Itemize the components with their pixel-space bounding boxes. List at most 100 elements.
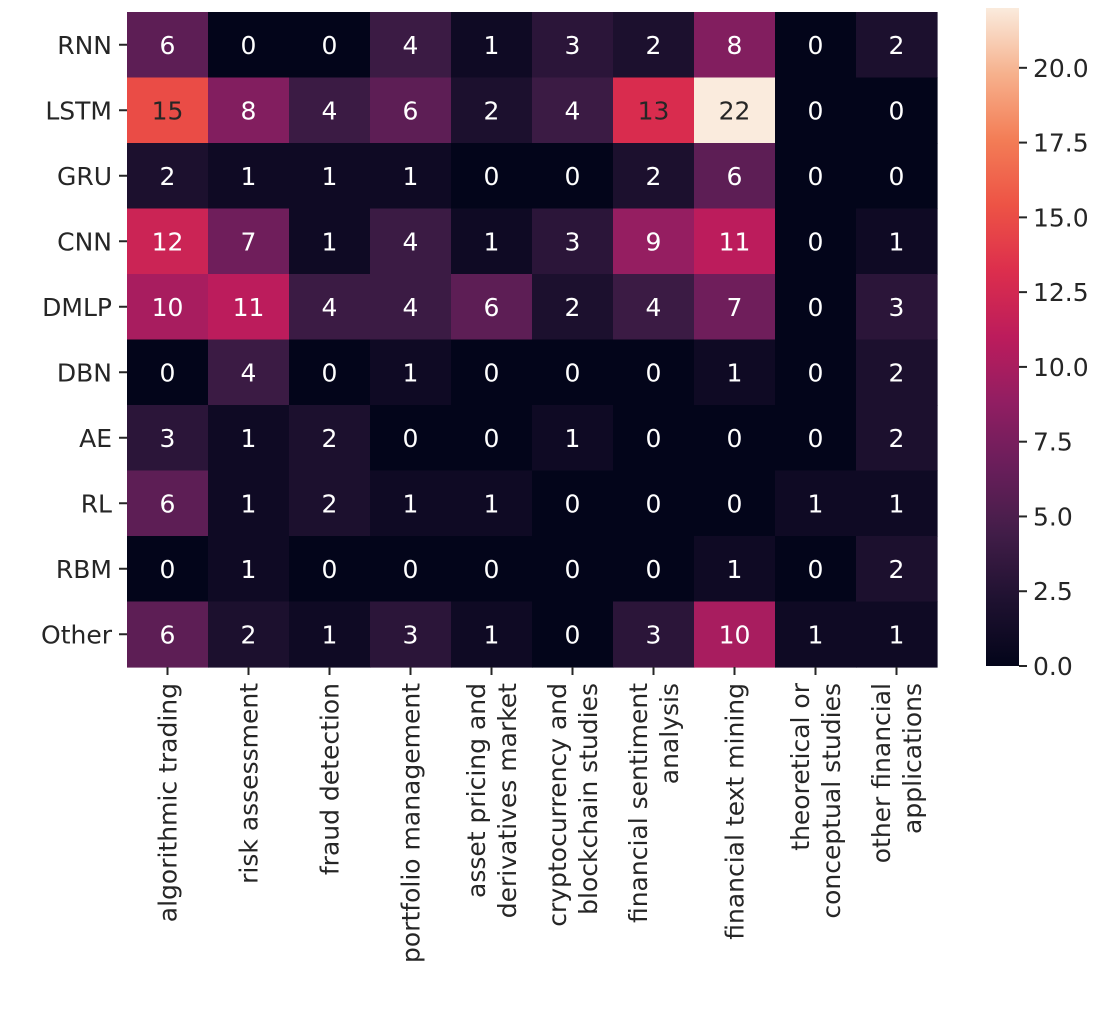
heatmap-cell — [451, 143, 533, 210]
heatmap-cell — [208, 339, 290, 406]
cell-value-label: 0 — [808, 31, 824, 60]
row-tick-label: LSTM — [45, 96, 112, 125]
heatmap-cell — [127, 12, 209, 79]
heatmap-cell — [289, 143, 371, 210]
heatmap-cell — [532, 143, 614, 210]
heatmap-cell — [208, 536, 290, 603]
cell-value-label: 6 — [484, 293, 500, 322]
cell-value-label: 12 — [152, 227, 184, 256]
colorbar-tick-label: 20.0 — [1033, 54, 1089, 83]
column-tick-label: other financial applications — [867, 683, 927, 863]
cell-value-label: 4 — [322, 96, 338, 125]
heatmap-cell — [532, 470, 614, 537]
cell-value-label: 1 — [565, 424, 581, 453]
cell-value-label: 1 — [727, 555, 743, 584]
row-tick-label: AE — [79, 424, 112, 453]
cell-value-label: 9 — [646, 227, 662, 256]
cell-value-label: 1 — [889, 489, 905, 518]
column-tick-label: algorithmic trading — [154, 683, 183, 922]
colorbar-tick-label: 17.5 — [1033, 129, 1089, 158]
heatmap-cell — [289, 208, 371, 275]
column-tick-label-line: cryptocurrency and — [543, 683, 572, 927]
heatmap-cell — [127, 536, 209, 603]
heatmap-cell — [856, 143, 938, 210]
cell-value-label: 1 — [484, 620, 500, 649]
cell-value-label: 10 — [719, 620, 751, 649]
cell-value-label: 8 — [727, 31, 743, 60]
heatmap-cell — [694, 208, 776, 275]
cell-value-label: 0 — [565, 358, 581, 387]
heatmap-cell — [208, 77, 290, 144]
cell-value-label: 0 — [160, 358, 176, 387]
cell-value-label: 1 — [484, 31, 500, 60]
colorbar-gradient — [986, 8, 1019, 666]
heatmap-cell — [208, 405, 290, 472]
cell-value-label: 1 — [403, 489, 419, 518]
cell-value-label: 1 — [808, 620, 824, 649]
row-tick-label: RBM — [56, 555, 112, 584]
heatmap-cell — [289, 405, 371, 472]
row-tick-label: RL — [81, 489, 112, 518]
heatmap-cell — [370, 339, 452, 406]
cell-value-label: 1 — [241, 555, 257, 584]
heatmap-cell — [451, 470, 533, 537]
heatmap-cell — [613, 536, 695, 603]
heatmap-cell — [289, 12, 371, 79]
column-tick-label-line: financial text mining — [721, 683, 750, 940]
heatmap-cell — [532, 208, 614, 275]
heatmap-cell — [694, 12, 776, 79]
cell-value-label: 0 — [565, 162, 581, 191]
heatmap-cell — [694, 405, 776, 472]
cell-value-label: 0 — [484, 358, 500, 387]
heatmap-cell — [856, 601, 938, 668]
cell-value-label: 4 — [565, 96, 581, 125]
cell-value-label: 0 — [808, 227, 824, 256]
column-tick-label-line: applications — [898, 683, 927, 834]
cell-value-label: 2 — [889, 555, 905, 584]
heatmap-cell — [613, 208, 695, 275]
cell-value-label: 2 — [565, 293, 581, 322]
heatmap-cell — [208, 601, 290, 668]
column-tick-label-line: asset pricing and — [462, 683, 491, 898]
column-tick-label-line: theoretical or — [786, 682, 815, 850]
heatmap-cell — [694, 470, 776, 537]
cell-value-label: 6 — [727, 162, 743, 191]
heatmap-cell — [370, 77, 452, 144]
heatmap-cell — [451, 12, 533, 79]
cell-value-label: 1 — [322, 227, 338, 256]
heatmap-cells: 6 0 0 4 1 3 2 8 0 215 8 4 6 2 4 13 22 0 02 1 1 1 0 0 2 6 0 012 7 1 4 1 3… — [127, 12, 938, 668]
cell-value-label: 0 — [322, 31, 338, 60]
heatmap-cell — [613, 470, 695, 537]
heatmap-cell — [370, 470, 452, 537]
cell-value-label: 1 — [808, 489, 824, 518]
cell-value-label: 2 — [241, 620, 257, 649]
cell-value-label: 0 — [160, 555, 176, 584]
column-tick-label-line: risk assessment — [235, 683, 264, 884]
cell-value-label: 1 — [241, 424, 257, 453]
cell-value-label: 0 — [646, 358, 662, 387]
colorbar-tick-label: 12.5 — [1033, 278, 1089, 307]
heatmap-cell — [532, 536, 614, 603]
column-tick-label-line: fraud detection — [316, 683, 345, 875]
cell-value-label: 6 — [403, 96, 419, 125]
heatmap-cell — [856, 405, 938, 472]
colorbar-tick-label: 15.0 — [1033, 203, 1089, 232]
heatmap-cell — [289, 601, 371, 668]
cell-value-label: 0 — [808, 555, 824, 584]
cell-value-label: 22 — [719, 96, 751, 125]
heatmap-cell — [289, 470, 371, 537]
cell-value-label: 4 — [241, 358, 257, 387]
heatmap-cell — [856, 274, 938, 341]
colorbar-tick-label: 7.5 — [1033, 428, 1073, 457]
cell-value-label: 1 — [403, 162, 419, 191]
cell-value-label: 4 — [646, 293, 662, 322]
cell-value-label: 3 — [889, 293, 905, 322]
cell-value-label: 2 — [322, 489, 338, 518]
heatmap-cell — [694, 274, 776, 341]
heatmap-cell — [127, 405, 209, 472]
cell-value-label: 3 — [565, 31, 581, 60]
colorbar: 0.0 2.5 5.0 7.5 10.0 12.5 15.0 17.5 20.0 — [986, 8, 1089, 681]
heatmap-cell — [289, 536, 371, 603]
column-tick-label-line: conceptual studies — [817, 683, 846, 919]
cell-value-label: 1 — [484, 227, 500, 256]
